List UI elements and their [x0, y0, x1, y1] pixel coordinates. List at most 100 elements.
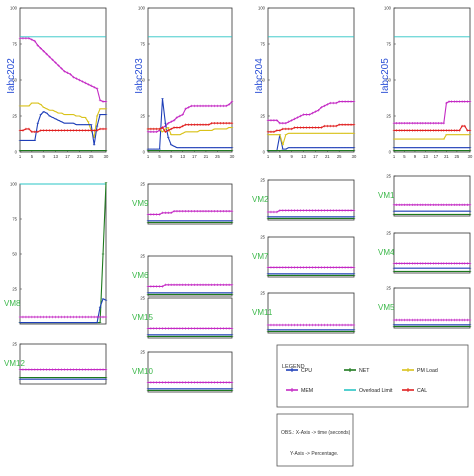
data-point-mem [447, 203, 451, 206]
data-point-mem [54, 315, 57, 319]
data-point-mem [172, 283, 176, 286]
data-point-mem [57, 368, 60, 371]
data-point-mem [149, 285, 153, 288]
data-point-cal [210, 122, 213, 125]
data-point-mem [311, 323, 314, 327]
legend-items: CPU NET PM Load MEM Overload Limit CAL [286, 368, 438, 394]
data-point-mem [219, 327, 222, 330]
data-point-cal [403, 129, 406, 132]
data-point-mem [175, 327, 179, 330]
data-point-mem [343, 323, 347, 327]
data-point-mem [302, 266, 305, 269]
data-point-mem [317, 209, 320, 212]
data-point-cal [314, 126, 317, 129]
x-tick-label: 30 [468, 154, 473, 159]
data-point-mem [201, 283, 205, 286]
series-points-cpu [146, 98, 234, 150]
data-point-mem [458, 262, 461, 265]
data-point-mem [18, 368, 22, 371]
legend-item-mem: MEM [286, 388, 313, 394]
data-point-mem [421, 318, 425, 322]
series-points-cal [392, 124, 472, 132]
data-point-mem [463, 100, 466, 103]
data-point-mem [95, 87, 99, 90]
series-points-mem [266, 323, 356, 327]
data-point-mem [45, 368, 48, 371]
data-point-mem [98, 98, 102, 102]
data-point-mem [222, 327, 225, 330]
plot-frame [393, 175, 471, 217]
data-point-mem [320, 106, 323, 109]
data-point-cal [172, 126, 176, 129]
data-point-cal [95, 129, 99, 132]
y-tick-label: 75 [12, 217, 17, 222]
data-point-mem [458, 318, 461, 322]
data-point-mem [193, 381, 196, 384]
data-point-mem [329, 266, 332, 269]
series-points-mem [146, 327, 234, 330]
chart-title: VM6 [132, 271, 149, 280]
data-point-cal [193, 123, 196, 126]
data-point-mem [75, 368, 78, 371]
x-tick-label: 9 [291, 154, 294, 159]
data-point-mem [317, 323, 320, 327]
data-point-cal [460, 124, 464, 128]
data-point-cal [184, 123, 187, 126]
data-point-mem [149, 130, 153, 134]
y-tick-label: 50 [12, 78, 17, 83]
x-tick-label: 1 [393, 154, 396, 159]
data-point-mem [227, 327, 231, 330]
y-tick-label: 100 [10, 6, 18, 11]
data-point-cal [275, 129, 279, 132]
chart-pm-iabc205: 0 25 50 75 100 1 5 9 13 17 21 25 30 Iabc205 [380, 6, 473, 160]
data-point-mem [24, 315, 28, 319]
data-point-mem [296, 116, 299, 119]
data-point-mem [395, 318, 398, 322]
data-point-mem [413, 203, 417, 206]
data-point-mem [411, 203, 414, 206]
data-point-mem [66, 315, 69, 319]
chart-title: VM8 [4, 299, 21, 308]
data-point-mem [78, 368, 81, 371]
data-point-mem [178, 210, 182, 213]
data-point-mem [343, 209, 347, 212]
data-point-mem [463, 318, 466, 322]
data-point-mem [317, 109, 320, 112]
data-point-mem [216, 210, 219, 213]
data-point-mem [27, 37, 31, 40]
series-points-mem [392, 203, 472, 206]
series-points-pmload [392, 134, 472, 140]
data-point-cal [72, 129, 75, 132]
data-point-mem [63, 368, 66, 371]
data-point-mem [299, 209, 302, 212]
y-tick-label: 100 [384, 6, 392, 11]
data-point-mem [314, 323, 317, 327]
data-point-cal [284, 127, 287, 131]
data-point-mem [184, 210, 187, 213]
data-point-mem [101, 100, 105, 103]
data-point-mem [164, 327, 167, 330]
data-point-mem [453, 262, 456, 265]
data-point-mem [460, 100, 464, 103]
data-point-cal [442, 129, 445, 132]
data-point-mem [447, 100, 451, 103]
data-point-cal [320, 126, 323, 129]
data-point-mem [349, 323, 353, 327]
data-point-cal [395, 129, 398, 132]
data-point-cal [352, 123, 356, 126]
series-points-pmload [266, 132, 356, 146]
data-point-mem [60, 315, 63, 319]
data-point-mem [284, 266, 287, 269]
data-point-cal [439, 129, 443, 132]
y-tick-label: 100 [258, 6, 266, 11]
x-tick-label: 21 [204, 154, 209, 159]
data-point-mem [352, 100, 356, 103]
series-points-mem [146, 100, 234, 134]
data-point-cal [33, 130, 37, 134]
data-point-mem [155, 285, 158, 288]
data-point-mem [196, 210, 199, 213]
data-point-mem [450, 262, 453, 265]
series-points-mem [146, 381, 234, 384]
data-point-mem [155, 327, 158, 330]
data-point-mem [335, 266, 338, 269]
